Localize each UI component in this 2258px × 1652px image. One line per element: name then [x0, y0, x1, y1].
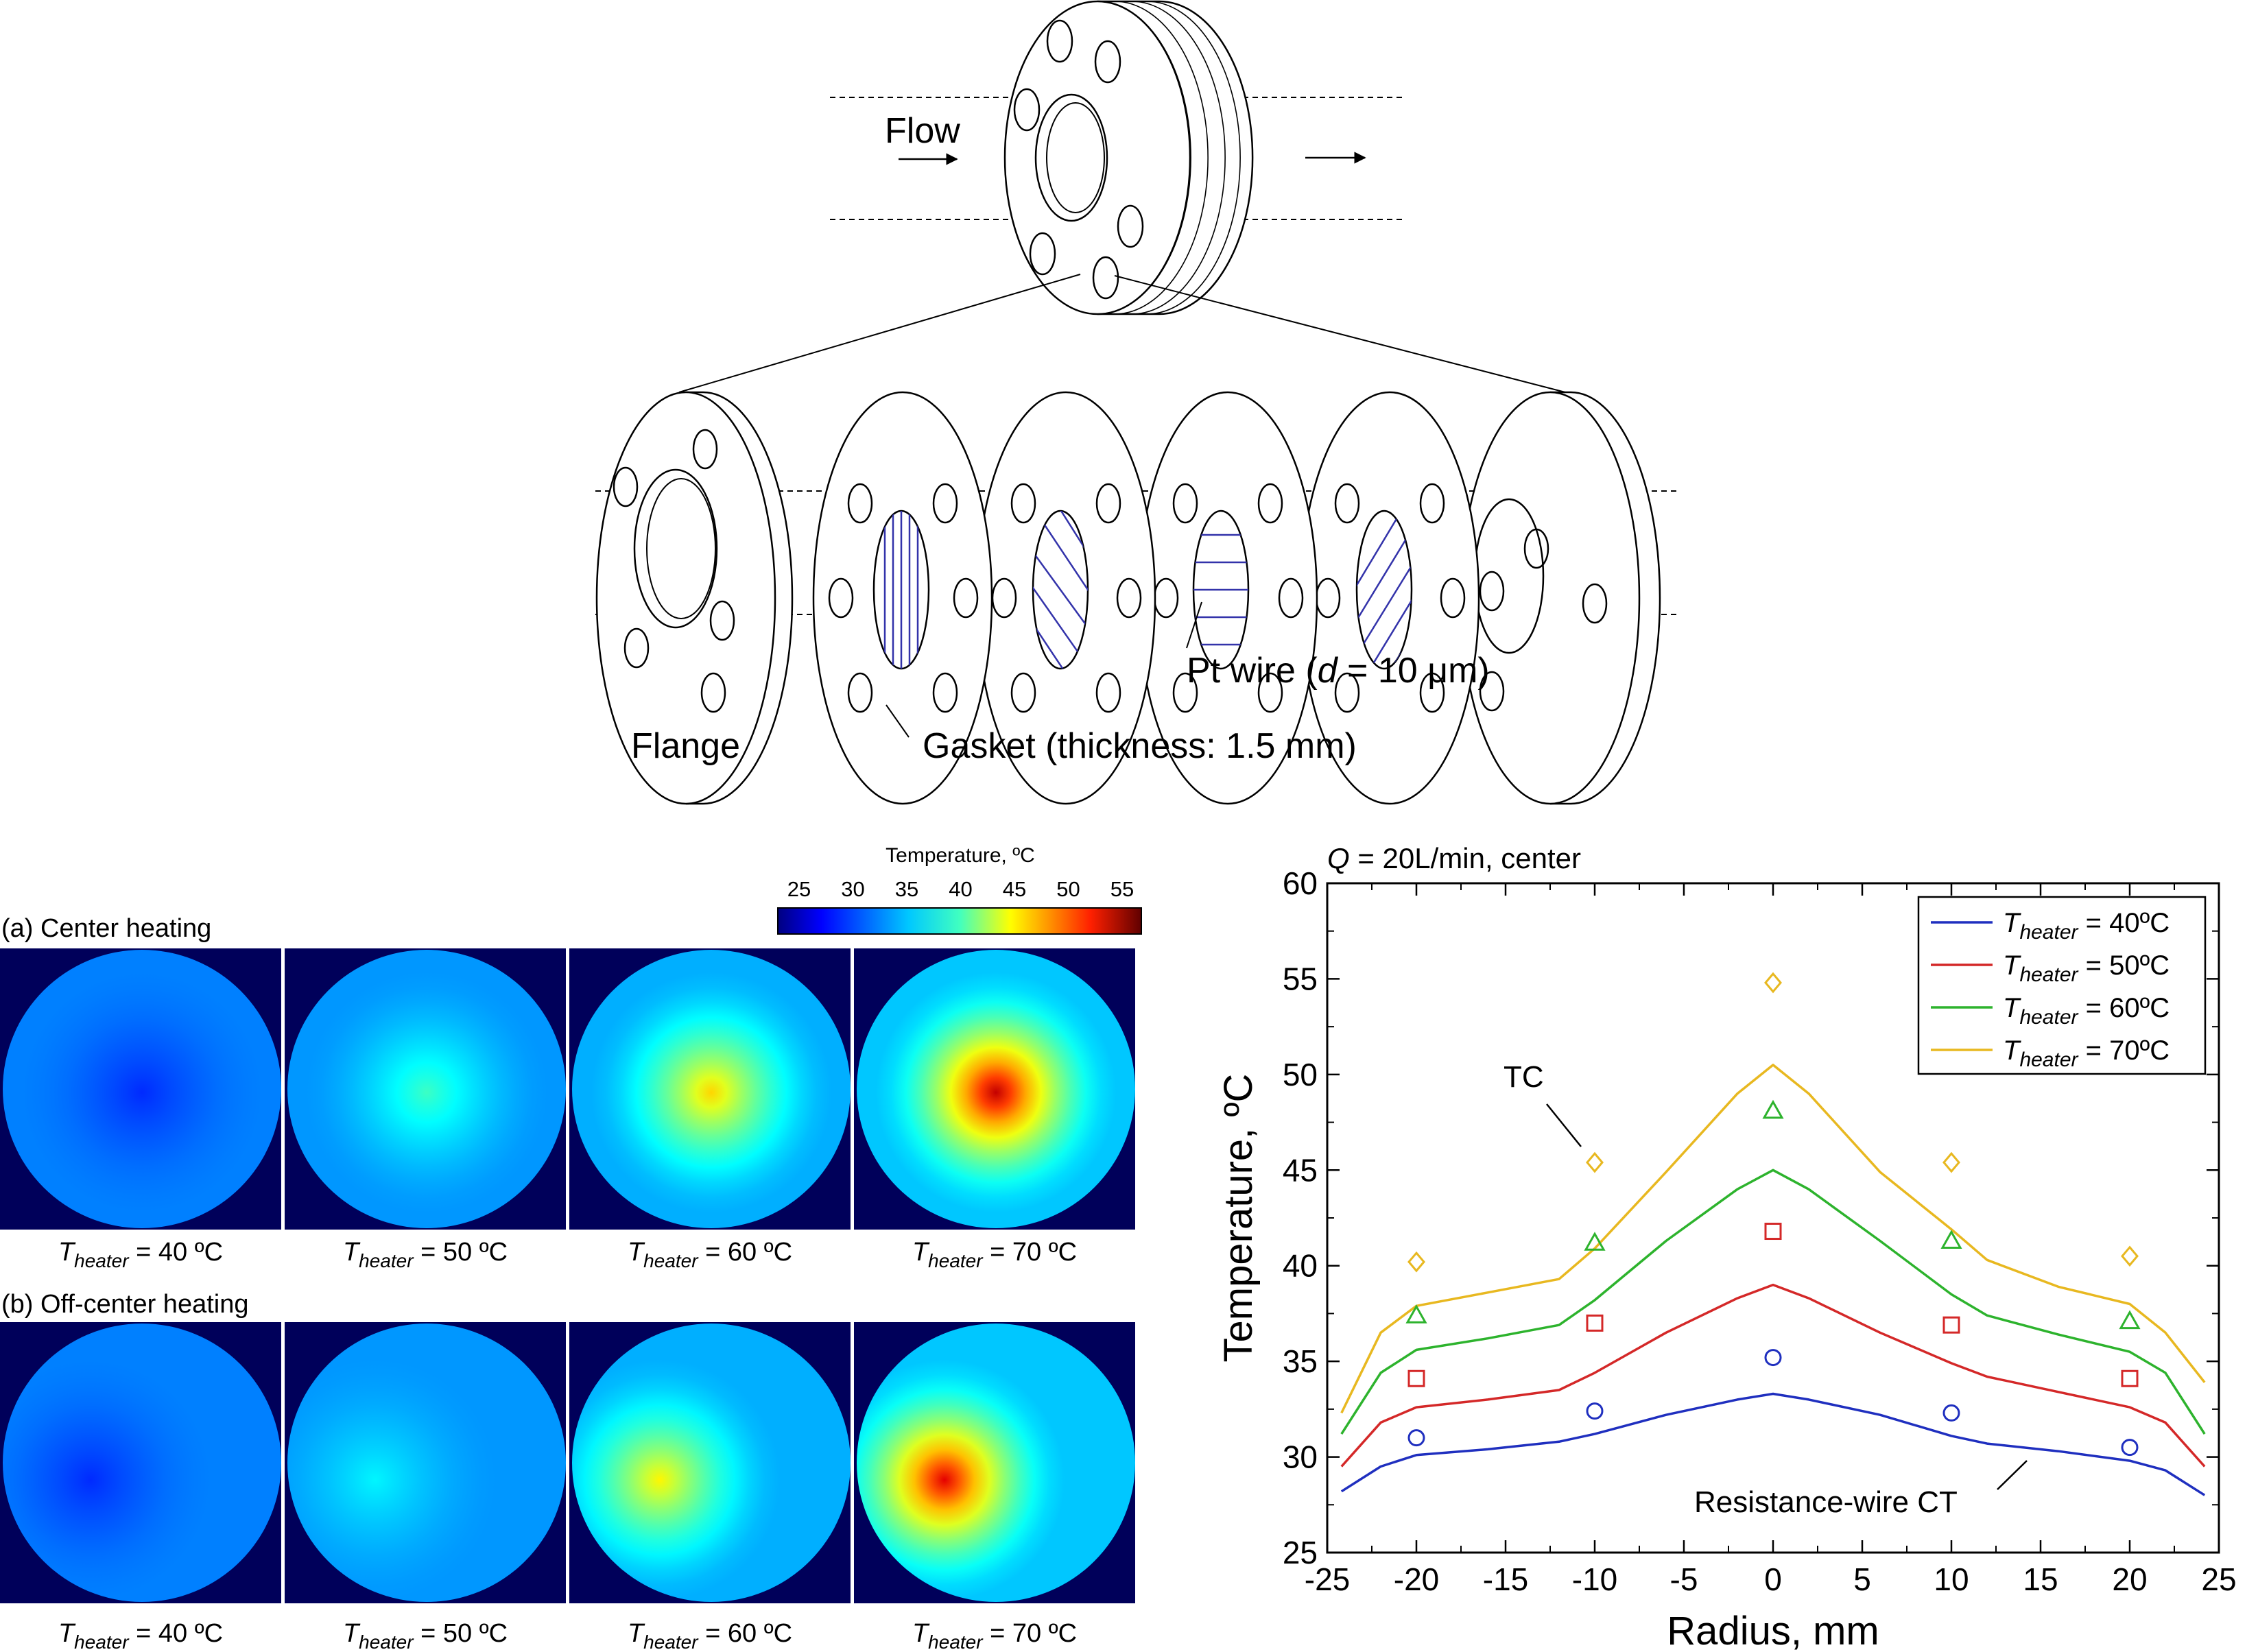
captions-row-a: Theater = 40 ºC Theater = 50 ºC Theater = … — [58, 1238, 1077, 1271]
image-caption: Theater = 70 ºC — [912, 1619, 1077, 1652]
tc-marker-square — [1407, 1369, 1425, 1387]
thermal-image — [569, 948, 851, 1230]
x-tick-label: 0 — [1764, 1561, 1782, 1597]
right-flange — [1460, 391, 1661, 805]
flange-schematic: Flow — [595, 0, 1678, 805]
ct-profile-line — [1340, 1392, 2206, 1496]
y-tick-label: 60 — [1283, 865, 1318, 901]
legend-entry: Theater = 40ºC — [2003, 908, 2170, 944]
colorbar: Temperature, ºC 25 30 35 40 45 50 55 — [777, 844, 1142, 935]
tc-marker-square — [1586, 1314, 1604, 1332]
x-tick-label: -5 — [1670, 1561, 1698, 1597]
ct-profile-line — [1340, 1283, 2206, 1468]
thermal-image — [285, 948, 566, 1230]
flow-label: Flow — [885, 111, 960, 151]
tc-marker-triangle — [2119, 1310, 2141, 1330]
thermal-row-off-center — [0, 1322, 1135, 1603]
x-tick-label: -25 — [1305, 1561, 1350, 1597]
front-flange — [1003, 0, 1191, 315]
captions-row-b: Theater = 40 ºC Theater = 50 ºC Theater = … — [58, 1619, 1077, 1652]
image-caption: Theater = 60 ºC — [628, 1619, 792, 1652]
y-tick-label: 50 — [1283, 1057, 1318, 1092]
colorbar-tick-label: 55 — [1110, 877, 1134, 901]
thermal-image — [0, 1322, 281, 1603]
y-axis-label: Temperature, ºC — [1216, 1074, 1261, 1363]
x-tick-label: 15 — [2023, 1561, 2058, 1597]
tc-marker-diamond — [2121, 1245, 2139, 1267]
ct-profile-line — [1340, 1169, 2206, 1435]
legend: Theater = 40ºC Theater = 50ºC Theater = 60… — [1917, 896, 2207, 1075]
tc-marker-diamond — [1942, 1151, 1960, 1173]
tc-marker-circle — [1942, 1404, 1960, 1422]
tc-marker-diamond — [1764, 972, 1782, 994]
y-tick-label: 30 — [1283, 1439, 1318, 1475]
temperature-chart: Q = 20L/min, center -25 -20 -15 -10 -5 0 5 10 15… — [1216, 842, 2237, 1652]
tc-annotation: TC — [1504, 1060, 1544, 1094]
legend-entry: Theater = 60ºC — [2003, 993, 2170, 1029]
y-tick-label: 45 — [1283, 1152, 1318, 1188]
tc-marker-circle — [1407, 1429, 1425, 1447]
tc-marker-diamond — [1586, 1151, 1604, 1173]
tc-marker-triangle — [1584, 1232, 1606, 1251]
gasket-3 — [975, 391, 1156, 805]
tc-marker-triangle — [1405, 1304, 1427, 1324]
image-caption: Theater = 40 ºC — [58, 1619, 223, 1652]
x-tick-label: 10 — [1934, 1561, 1969, 1597]
x-tick-label: -10 — [1572, 1561, 1617, 1597]
tc-marker-circle — [1586, 1402, 1604, 1420]
x-tick-label: -20 — [1394, 1561, 1439, 1597]
tc-marker-circle — [1764, 1349, 1782, 1367]
pt-wire-label: Pt wire (d = 10 μm) — [1187, 651, 1490, 691]
x-tick-label: 5 — [1853, 1561, 1871, 1597]
x-axis-label: Radius, mm — [1667, 1609, 1879, 1652]
x-tick-label: 25 — [2201, 1561, 2236, 1597]
tc-marker-diamond — [1407, 1251, 1425, 1273]
image-caption: Theater = 50 ºC — [343, 1238, 508, 1271]
chart-title: Q = 20L/min, center — [1327, 842, 1581, 874]
tc-marker-square — [2121, 1369, 2139, 1387]
thermal-image — [854, 948, 1135, 1230]
tc-marker-square — [1764, 1223, 1782, 1241]
colorbar-tick-label: 35 — [895, 877, 918, 901]
tc-marker-triangle — [1762, 1099, 1784, 1119]
y-tick-label: 40 — [1283, 1248, 1318, 1284]
flange-label: Flange — [631, 726, 740, 766]
image-caption: Theater = 50 ºC — [343, 1619, 508, 1652]
image-caption: Theater = 70 ºC — [912, 1238, 1077, 1271]
thermal-image — [285, 1322, 566, 1603]
gasket-label: Gasket (thickness: 1.5 mm) — [923, 726, 1357, 766]
x-tick-label: -15 — [1483, 1561, 1528, 1597]
y-tick-label: 35 — [1283, 1343, 1318, 1379]
x-tick-label: 20 — [2112, 1561, 2147, 1597]
panel-b-label: (b) Off-center heating — [1, 1290, 248, 1319]
tc-marker-circle — [2121, 1439, 2139, 1457]
colorbar-tick-label: 25 — [787, 877, 811, 901]
gasket-2 — [812, 391, 993, 805]
ct-annotation: Resistance-wire CT — [1694, 1485, 1958, 1519]
colorbar-tick-label: 40 — [949, 877, 972, 901]
thermal-image — [854, 1322, 1135, 1603]
legend-entry: Theater = 50ºC — [2003, 950, 2170, 986]
image-caption: Theater = 40 ºC — [58, 1238, 223, 1271]
y-tick-label: 25 — [1283, 1535, 1318, 1570]
colorbar-gradient — [777, 907, 1142, 935]
y-tick-label: 55 — [1283, 961, 1318, 996]
gasket-5 — [1299, 391, 1480, 805]
thermal-row-center — [0, 948, 1135, 1230]
thermal-image — [569, 1322, 851, 1603]
colorbar-tick-label: 45 — [1003, 877, 1026, 901]
left-flange — [595, 391, 794, 805]
gasket-4 — [1137, 391, 1318, 805]
colorbar-tick-label: 30 — [841, 877, 864, 901]
colorbar-tick-label: 50 — [1056, 877, 1080, 901]
ct-profile-line — [1340, 1064, 2206, 1414]
image-caption: Theater = 60 ºC — [628, 1238, 792, 1271]
legend-entry: Theater = 70ºC — [2003, 1036, 2170, 1071]
colorbar-title: Temperature, ºC — [886, 844, 1035, 867]
tc-marker-triangle — [1940, 1230, 1962, 1249]
tc-marker-square — [1942, 1316, 1960, 1334]
panel-a-label: (a) Center heating — [1, 914, 211, 943]
thermal-image — [0, 948, 281, 1230]
